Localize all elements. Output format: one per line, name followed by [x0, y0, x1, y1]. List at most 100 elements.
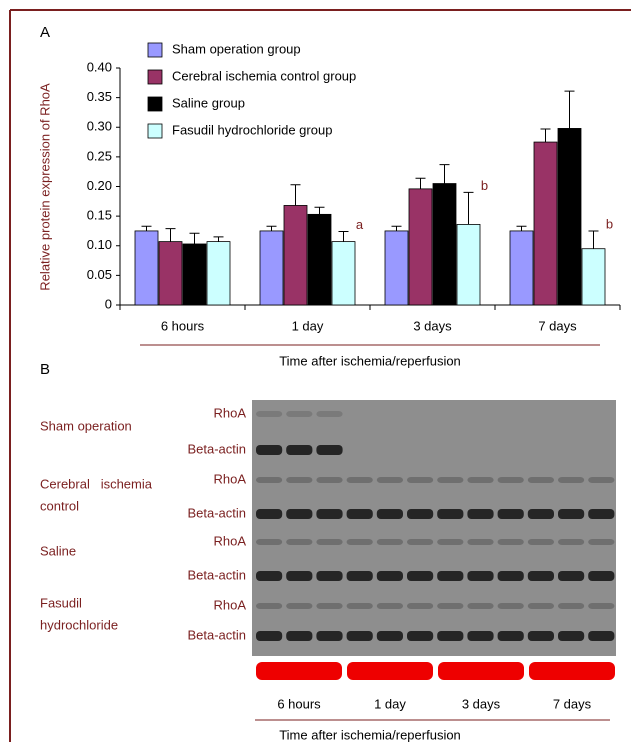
- figure: A Relative protein expression of RhoA Ti…: [0, 0, 631, 742]
- blot-band: [498, 539, 524, 545]
- blot-band: [316, 539, 342, 545]
- blot-band: [437, 603, 463, 609]
- blot-band: [256, 411, 282, 417]
- y-tick-label: 0.20: [87, 178, 112, 193]
- legend-swatch: [148, 43, 162, 57]
- error-bar: [339, 232, 349, 242]
- error-bar: [267, 226, 277, 231]
- blot-band: [588, 509, 614, 519]
- timepoint-bar: [256, 662, 342, 680]
- group-label: Sham operation: [40, 418, 132, 433]
- blot-band: [558, 631, 584, 641]
- error-bar: [190, 233, 200, 244]
- blot-band: [528, 509, 554, 519]
- error-bar: [315, 207, 325, 214]
- bar: [159, 242, 182, 305]
- error-bar: [589, 231, 599, 249]
- blot-band: [467, 631, 493, 641]
- bar: [457, 224, 480, 305]
- blot-band: [437, 631, 463, 641]
- lane-label: RhoA: [213, 471, 246, 486]
- group-label: Saline: [40, 543, 76, 558]
- blot-band: [558, 477, 584, 483]
- y-tick-label: 0.25: [87, 148, 112, 163]
- error-bar: [392, 226, 402, 231]
- y-tick-label: 0.05: [87, 267, 112, 282]
- blot-band: [316, 571, 342, 581]
- lane-label: Beta-actin: [187, 567, 246, 582]
- error-bar: [416, 178, 426, 189]
- blot-band: [498, 571, 524, 581]
- y-tick-label: 0.30: [87, 119, 112, 134]
- blot-band: [528, 603, 554, 609]
- timepoint-label: 3 days: [462, 696, 501, 711]
- blot-band: [588, 631, 614, 641]
- blot-band: [528, 571, 554, 581]
- blot-band: [558, 509, 584, 519]
- bar: [582, 249, 605, 305]
- timepoint-label: 6 hours: [277, 696, 321, 711]
- blot-band: [437, 539, 463, 545]
- blot-band: [588, 477, 614, 483]
- error-bar: [291, 185, 301, 206]
- legend-swatch: [148, 124, 162, 138]
- blot-band: [256, 603, 282, 609]
- blot-band: [558, 539, 584, 545]
- blot-band: [407, 477, 433, 483]
- error-bar: [464, 192, 474, 224]
- bar: [260, 231, 283, 305]
- x-tick-label: 1 day: [292, 318, 324, 333]
- blot-band: [286, 445, 312, 455]
- blot-band: [498, 631, 524, 641]
- blot-band: [347, 571, 373, 581]
- blot-band: [377, 509, 403, 519]
- blot-band: [467, 571, 493, 581]
- blot-band: [528, 631, 554, 641]
- blot-band: [528, 539, 554, 545]
- legend-label: Sham operation group: [172, 41, 301, 56]
- blot-band: [286, 539, 312, 545]
- group-label: hydrochloride: [40, 617, 118, 632]
- group-label: Cerebral ischemia: [40, 476, 153, 491]
- timepoint-bar: [347, 662, 433, 680]
- blot-band: [377, 539, 403, 545]
- panel-label: B: [40, 361, 50, 378]
- blot-band: [558, 603, 584, 609]
- bar: [284, 205, 307, 305]
- blot-band: [588, 603, 614, 609]
- blot-band: [316, 603, 342, 609]
- blot-band: [316, 411, 342, 417]
- blot-band: [286, 571, 312, 581]
- blot-band: [286, 603, 312, 609]
- y-tick-label: 0.15: [87, 208, 112, 223]
- blot-band: [407, 631, 433, 641]
- blot-band: [256, 539, 282, 545]
- blot-band: [286, 477, 312, 483]
- bar: [332, 242, 355, 305]
- blot-band: [407, 509, 433, 519]
- bar: [534, 142, 557, 305]
- blot-band: [498, 477, 524, 483]
- blot-band: [407, 603, 433, 609]
- group-label: Fasudil: [40, 595, 82, 610]
- blot-band: [286, 631, 312, 641]
- bar: [308, 214, 331, 305]
- blot-band: [377, 477, 403, 483]
- y-axis-label: Relative protein expression of RhoA: [37, 83, 52, 291]
- bar: [183, 244, 206, 305]
- legend-label: Cerebral ischemia control group: [172, 68, 356, 83]
- blot-image: [252, 400, 616, 656]
- blot-band: [256, 509, 282, 519]
- blot-band: [347, 509, 373, 519]
- blot-band: [377, 571, 403, 581]
- timepoint-label: 1 day: [374, 696, 406, 711]
- blot-band: [498, 509, 524, 519]
- blot-band: [437, 509, 463, 519]
- annotation: a: [356, 217, 364, 232]
- blot-band: [347, 477, 373, 483]
- group-label: control: [40, 498, 79, 513]
- x-axis-label: Time after ischemia/reperfusion: [279, 353, 461, 368]
- bar: [510, 231, 533, 305]
- bar: [385, 231, 408, 305]
- blot-band: [498, 603, 524, 609]
